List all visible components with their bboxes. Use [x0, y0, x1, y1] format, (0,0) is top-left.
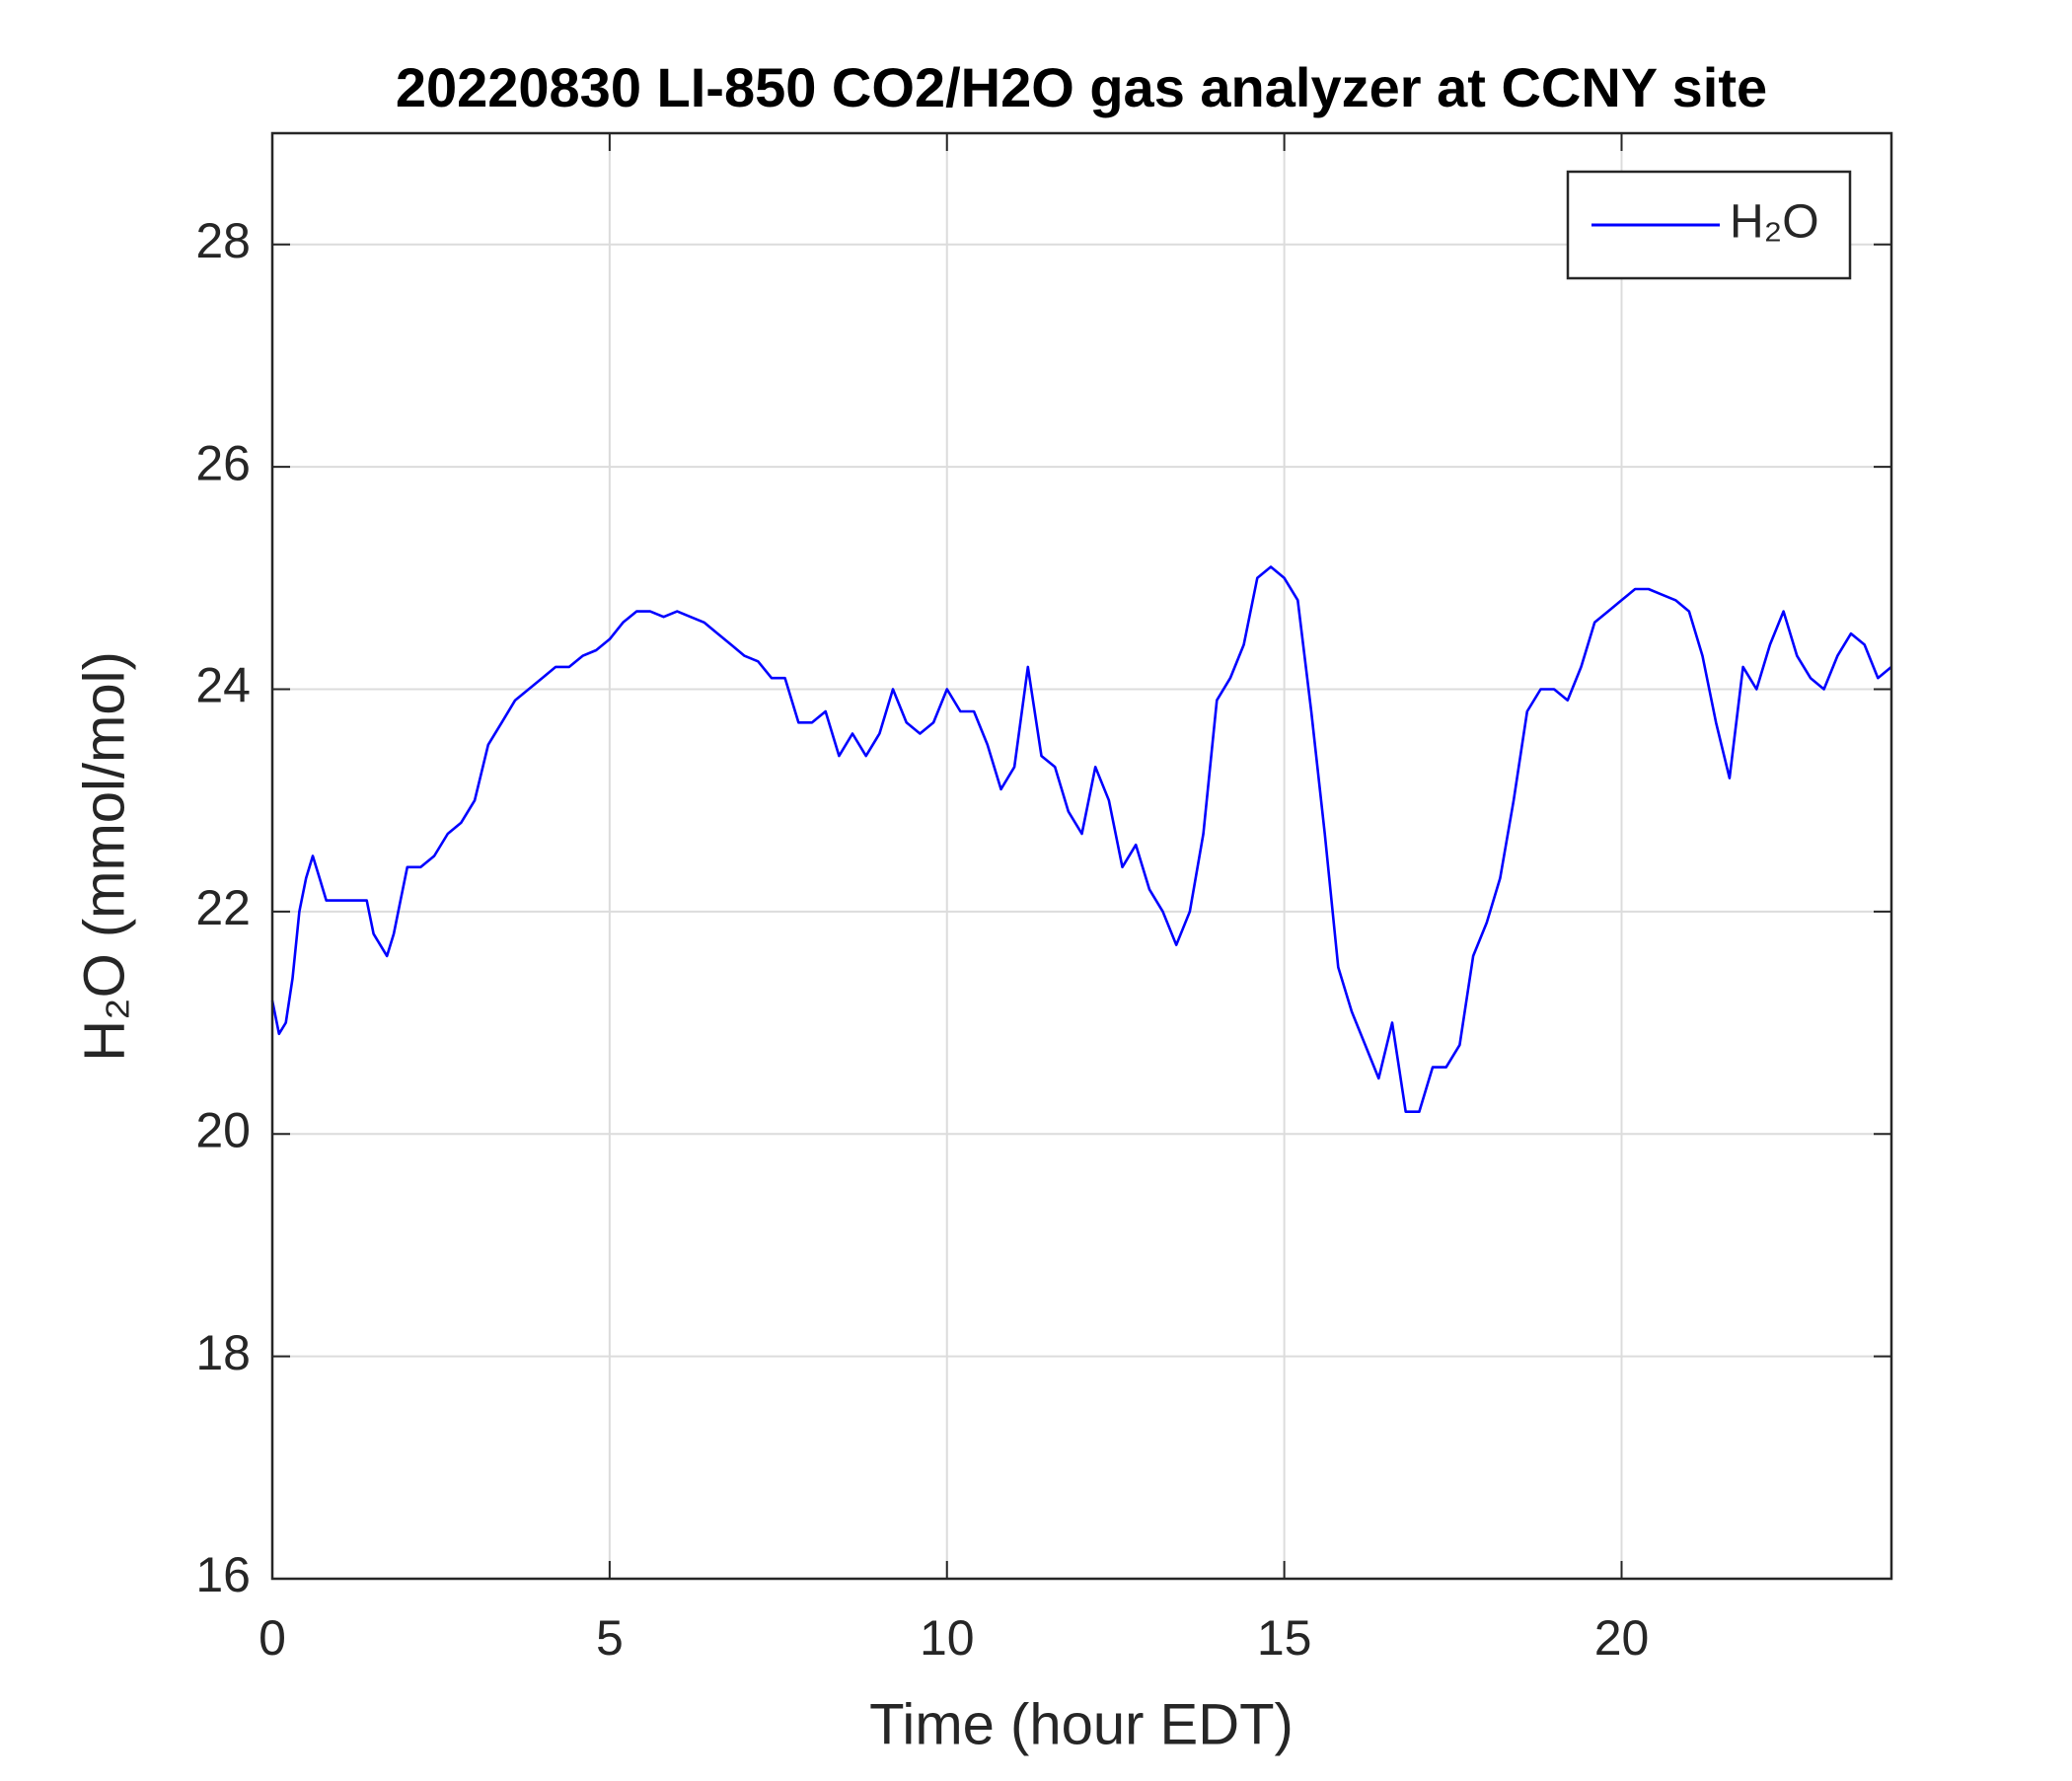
- x-tick-label: 10: [920, 1610, 975, 1666]
- y-tick-label: 18: [195, 1325, 251, 1380]
- x-axis-label: Time (hour EDT): [869, 1692, 1294, 1756]
- y-tick-label: 22: [195, 880, 251, 935]
- chart-title: 20220830 LI-850 CO2/H2O gas analyzer at …: [396, 56, 1767, 118]
- y-tick-label: 24: [195, 658, 251, 713]
- y-tick-label: 26: [195, 435, 251, 490]
- x-tick-label: 20: [1594, 1610, 1650, 1666]
- y-tick-label: 28: [195, 213, 251, 268]
- x-tick-label: 5: [596, 1610, 624, 1666]
- legend-label: H₂O: [1730, 196, 1819, 249]
- x-tick-label: 15: [1257, 1610, 1312, 1666]
- plot-frame: [270, 131, 1893, 1581]
- y-tick-label: 20: [195, 1102, 251, 1157]
- y-axis-label: H₂O (mmol/mol): [72, 651, 136, 1062]
- x-tick-label: 0: [259, 1610, 286, 1666]
- y-tick-label: 16: [195, 1547, 251, 1602]
- data-line: [270, 565, 1892, 1113]
